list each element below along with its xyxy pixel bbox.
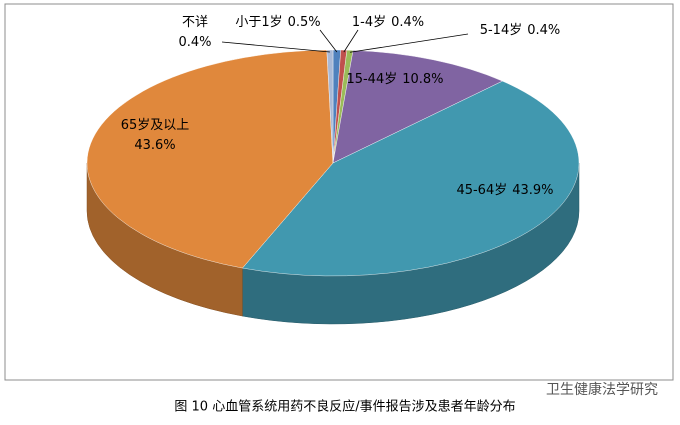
leader-line bbox=[349, 33, 469, 53]
label-category: 1-4岁 bbox=[352, 15, 386, 30]
label-value: 10.8% bbox=[402, 72, 443, 87]
data-label: 65岁及以上 43.6% bbox=[121, 118, 190, 153]
label-category: 45-64岁 bbox=[456, 183, 507, 198]
label-value: 43.9% bbox=[512, 183, 553, 198]
label-value: 0.4% bbox=[391, 15, 424, 30]
slice bbox=[86, 49, 334, 269]
data-label: 45-64岁 43.9% bbox=[456, 183, 553, 198]
label-category: 5-14岁 bbox=[480, 23, 523, 38]
label-category: 15-44岁 bbox=[346, 72, 397, 87]
label-value: 0.4% bbox=[178, 35, 211, 50]
label-value: 43.6% bbox=[134, 138, 175, 153]
data-label: 1-4岁 0.4% bbox=[352, 15, 424, 30]
data-label: 15-44岁 10.8% bbox=[346, 72, 443, 87]
watermark: 卫生健康法学研究 bbox=[546, 381, 658, 398]
slice bbox=[332, 50, 504, 164]
leader-line bbox=[319, 29, 338, 53]
leader-line bbox=[343, 29, 359, 53]
label-value: 0.4% bbox=[527, 23, 560, 38]
leader-line bbox=[221, 41, 330, 53]
caption: 图 10 心血管系统用药不良反应/事件报告涉及患者年龄分布 bbox=[174, 399, 515, 415]
label-category: 不详 bbox=[182, 15, 208, 30]
label-category: 小于1岁 bbox=[235, 15, 282, 30]
label-category: 65岁及以上 bbox=[121, 118, 190, 133]
slice bbox=[242, 80, 580, 277]
label-value: 0.5% bbox=[288, 15, 321, 30]
data-label: 不详 0.4% bbox=[178, 15, 211, 50]
slice bbox=[326, 49, 334, 164]
data-label: 5-14岁 0.4% bbox=[480, 23, 561, 38]
data-label: 小于1岁 0.5% bbox=[235, 15, 320, 30]
